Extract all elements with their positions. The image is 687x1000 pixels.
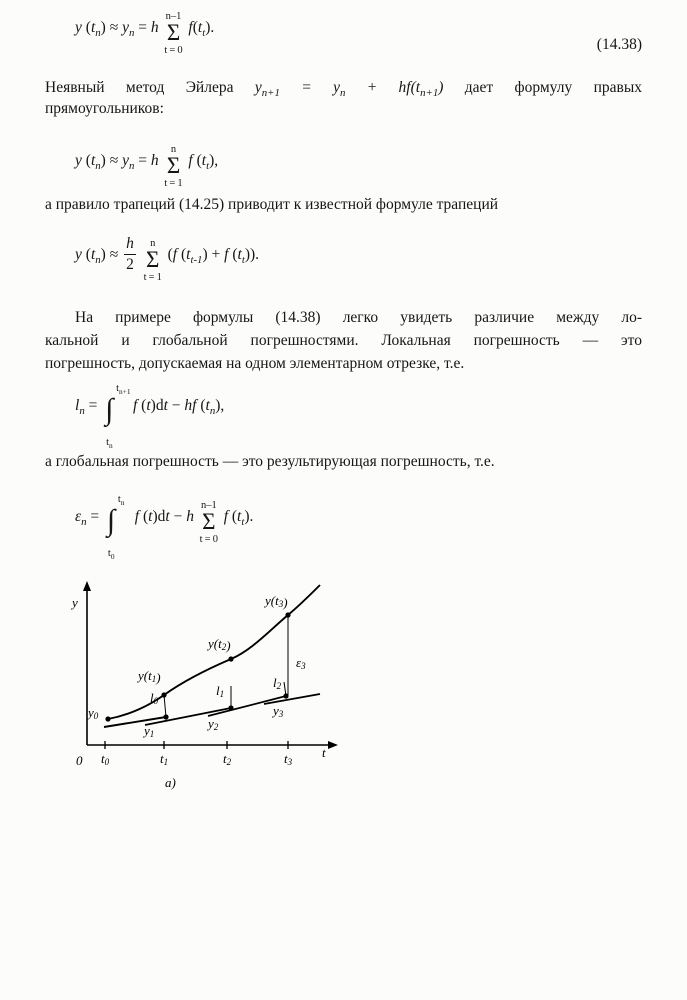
svg-text:ε3: ε3 [296,655,306,671]
svg-text:t3: t3 [284,751,293,767]
svg-text:y(t2): y(t2) [206,636,231,653]
svg-text:y: y [70,595,78,610]
svg-text:l1: l1 [216,683,224,699]
svg-text:0: 0 [76,753,83,768]
svg-text:y3: y3 [271,703,284,719]
svg-text:y2: y2 [206,716,219,732]
svg-text:y(t1): y(t1) [136,668,161,685]
svg-text:t2: t2 [223,751,232,767]
svg-text:a): a) [165,775,176,790]
svg-text:t: t [322,745,326,760]
svg-text:y0: y0 [86,705,99,721]
svg-text:y1: y1 [142,723,154,739]
svg-text:t1: t1 [160,751,168,767]
svg-text:l2: l2 [273,675,282,691]
svg-text:l0: l0 [150,690,159,706]
svg-text:y(t3): y(t3) [263,593,288,610]
svg-text:t0: t0 [101,751,110,767]
